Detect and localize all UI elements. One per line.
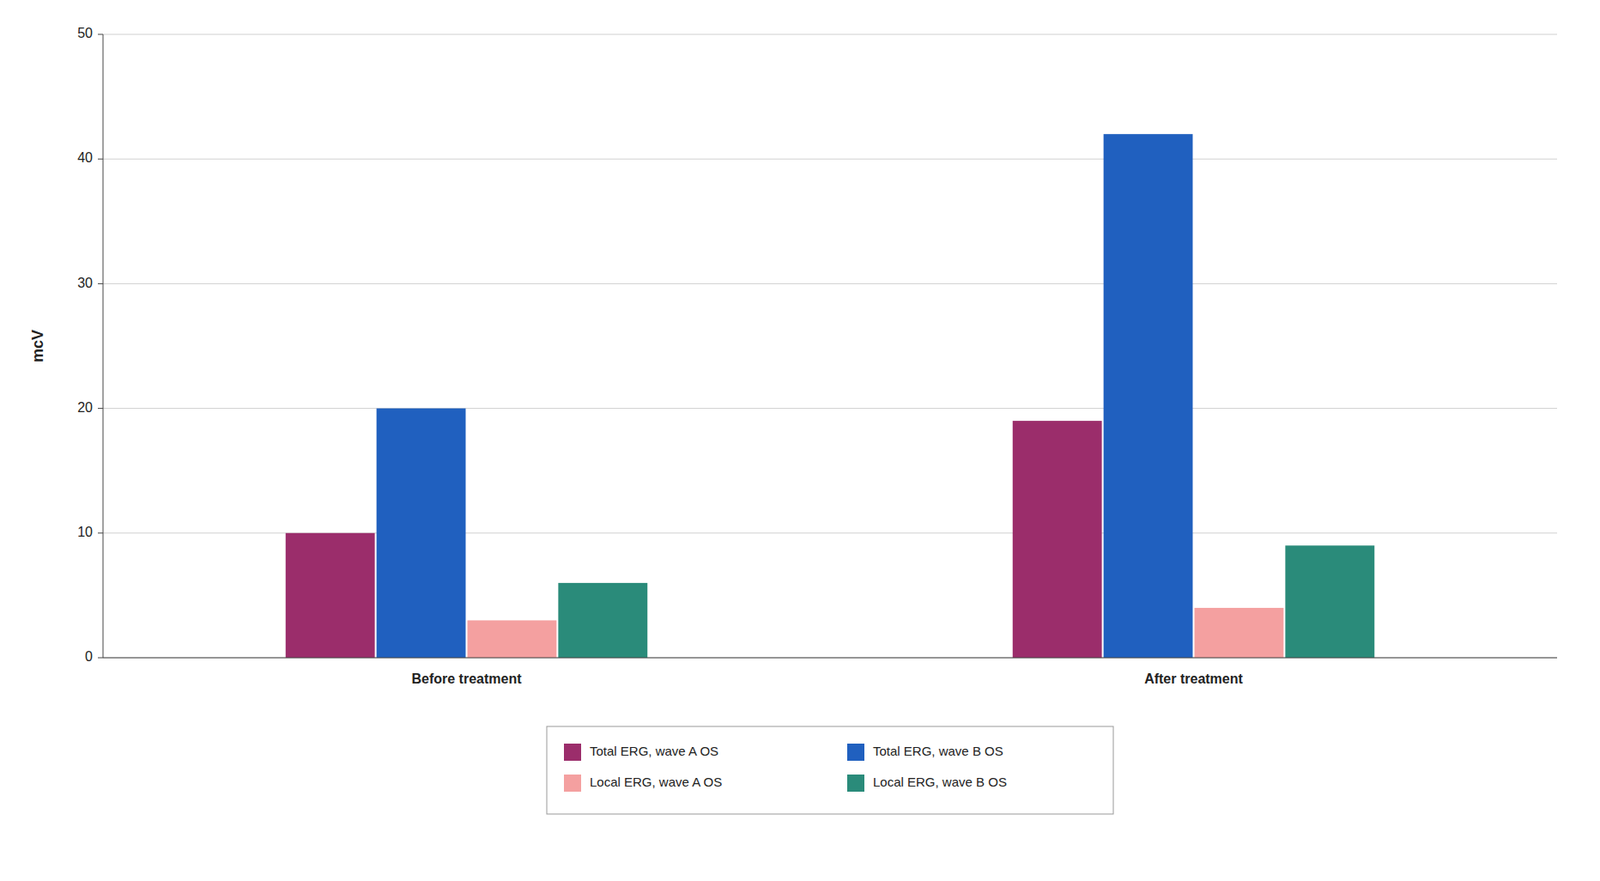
x-axis: Before treatment After treatment <box>411 671 1243 686</box>
bar <box>1284 545 1375 658</box>
y-tick <box>97 158 104 160</box>
bar <box>376 408 467 658</box>
legend-label: Local ERG, wave A OS <box>589 774 722 789</box>
y-axis-label: mcV <box>29 329 47 363</box>
grid-line <box>103 158 1558 160</box>
grid <box>103 34 1558 658</box>
bar <box>557 582 648 658</box>
bar <box>1194 607 1285 658</box>
y-tick <box>97 34 104 36</box>
bar <box>1103 133 1194 658</box>
legend-label: Total ERG, wave A OS <box>589 743 719 758</box>
chart-svg: 0 10 20 30 40 50 mcV Before treatment After trea… <box>0 0 1600 881</box>
bar <box>285 533 376 658</box>
grid-line <box>103 657 1558 659</box>
y-tick <box>97 283 104 285</box>
y-tick <box>97 657 104 659</box>
x-tick-label: After treatment <box>1144 671 1243 686</box>
y-tick-label: 30 <box>77 275 93 291</box>
legend-label: Total ERG, wave B OS <box>872 743 1004 758</box>
legend-swatch <box>847 774 865 792</box>
y-tick-label: 20 <box>77 400 93 415</box>
chart-container: 0 10 20 30 40 50 mcV Before treatment After trea… <box>0 0 1600 881</box>
legend-swatch <box>563 774 582 792</box>
y-axis-line <box>103 34 104 658</box>
bars <box>285 133 1376 658</box>
x-axis-line <box>103 657 1558 659</box>
grid-line <box>103 34 1558 36</box>
y-axis: 0 10 20 30 40 50 <box>77 25 104 664</box>
x-tick-label: Before treatment <box>411 671 522 686</box>
y-tick-label: 40 <box>77 150 93 165</box>
y-tick <box>97 532 104 534</box>
legend: Total ERG, wave A OS Total ERG, wave B OS… <box>546 726 1114 814</box>
bar <box>1012 420 1103 658</box>
legend-swatch <box>847 743 865 761</box>
y-tick <box>97 407 104 409</box>
y-tick-label: 0 <box>84 648 93 664</box>
legend-label: Local ERG, wave B OS <box>872 774 1007 789</box>
y-tick-label: 10 <box>77 524 93 540</box>
grid-line <box>103 283 1558 285</box>
legend-frame <box>546 726 1114 814</box>
legend-swatch <box>563 743 582 761</box>
grid-line <box>103 407 1558 409</box>
bar <box>467 619 558 658</box>
y-tick-label: 50 <box>77 25 93 41</box>
